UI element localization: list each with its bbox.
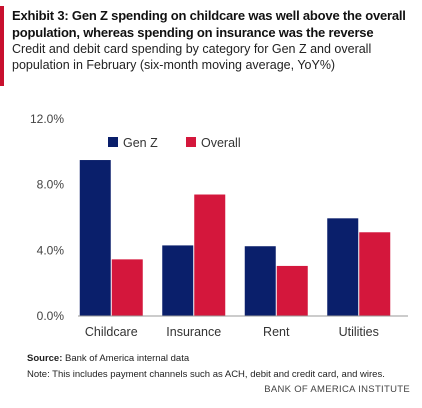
- y-tick-label: 4.0%: [37, 243, 65, 257]
- y-tick-label: 8.0%: [37, 178, 65, 192]
- legend-label-overall: Overall: [201, 136, 241, 150]
- x-tick-label: Utilities: [339, 325, 379, 339]
- bar-overall-rent: [276, 265, 308, 316]
- source-label: Source:: [27, 353, 63, 364]
- bar-overall-utilities: [359, 232, 391, 316]
- y-axis: 0.0% 4.0% 8.0% 12.0%: [30, 112, 64, 323]
- chart-title: Exhibit 3: Gen Z spending on childcare w…: [12, 8, 406, 40]
- bar-gen-z-childcare: [79, 160, 111, 316]
- source-text: Bank of America internal data: [62, 353, 190, 364]
- legend: Gen Z Overall: [108, 136, 241, 150]
- legend-swatch-gen-z: [108, 137, 118, 147]
- bar-gen-z-utilities: [327, 218, 359, 316]
- bar-overall-childcare: [111, 259, 143, 316]
- legend-label-gen-z: Gen Z: [123, 136, 158, 150]
- bar-gen-z-rent: [244, 246, 276, 316]
- accent-bar: [0, 6, 4, 86]
- x-tick-label: Rent: [263, 325, 290, 339]
- x-axis: Childcare Insurance Rent Utilities: [78, 315, 408, 339]
- x-tick-label: Insurance: [166, 325, 221, 339]
- chart-subtitle: Credit and debit card spending by catego…: [12, 42, 372, 72]
- source-line: Source: Bank of America internal data: [27, 353, 189, 364]
- bars: [79, 160, 391, 316]
- bar-gen-z-insurance: [162, 245, 194, 316]
- y-tick-label: 12.0%: [30, 112, 64, 126]
- x-tick-label: Childcare: [85, 325, 138, 339]
- y-tick-label: 0.0%: [37, 309, 65, 323]
- footer-note: Note: This includes payment channels suc…: [27, 369, 385, 380]
- legend-swatch-overall: [186, 137, 196, 147]
- bar-overall-insurance: [194, 194, 226, 316]
- brand-label: BANK OF AMERICA INSTITUTE: [264, 384, 410, 395]
